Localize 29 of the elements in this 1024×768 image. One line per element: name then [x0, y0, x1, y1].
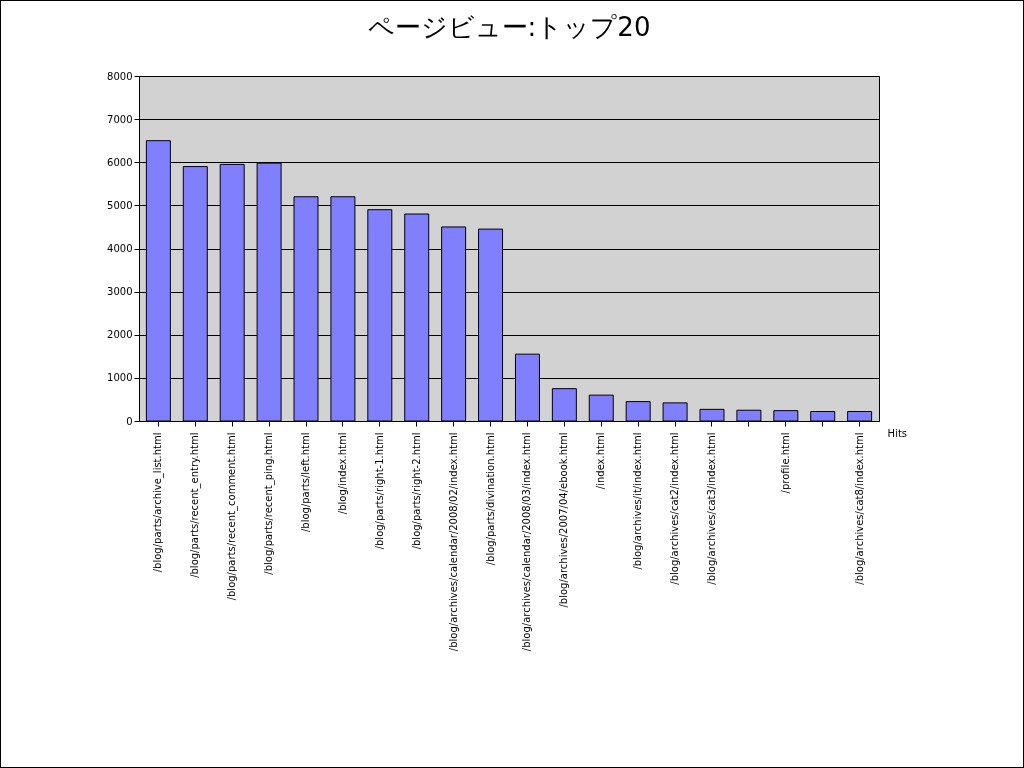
- x-tick-label: /blog/parts/recent_ping.html: [263, 432, 276, 575]
- x-tick-label: /blog/parts/right-1.html: [373, 432, 385, 550]
- y-tick-label: 7000: [107, 113, 133, 125]
- x-tick-label: /blog/parts/recent_comment.html: [226, 432, 239, 601]
- y-tick-label: 5000: [107, 199, 133, 211]
- series-label: Hits: [887, 428, 908, 439]
- x-tick-label: /blog/parts/archive_list.html: [152, 432, 165, 573]
- x-tick-label: /blog/parts/right-2.html: [410, 432, 422, 550]
- x-tick-label: /blog/archives/calendar/2008/02/index.html: [447, 432, 459, 652]
- y-tick-label: 2000: [107, 329, 133, 341]
- x-tick-label: /blog/archives/cat8/index.html: [853, 432, 865, 585]
- y-tick-label: 1000: [107, 372, 133, 384]
- x-tick-label: /blog/parts/recent_entry.html: [189, 432, 202, 578]
- y-tick-label: 4000: [107, 243, 133, 254]
- x-tick-label: /blog/parts/divination.html: [484, 432, 496, 566]
- x-tick-label: /blog/parts/left.html: [300, 432, 312, 533]
- x-tick-label: /blog/archives/2007/04/ebook.html: [558, 432, 570, 608]
- y-tick-label: 8000: [107, 70, 133, 82]
- x-tick-label: /blog/archives/cat2/index.html: [669, 432, 681, 585]
- x-tick-label: /blog/index.html: [336, 432, 348, 515]
- x-tick-label: /profile.html: [779, 432, 791, 494]
- x-tick-label: /index.html: [595, 432, 607, 490]
- x-tick-label: /blog/archives/cat3/index.html: [705, 432, 717, 585]
- y-tick-label: 0: [126, 415, 133, 427]
- x-tick-label: /blog/archives/it/index.html: [632, 432, 644, 570]
- x-tick-label: /blog/archives/calendar/2008/03/index.html: [521, 432, 533, 652]
- y-tick-label: 6000: [107, 156, 133, 168]
- y-tick-label: 3000: [107, 286, 133, 298]
- chart-title: ページビュー:トップ20: [367, 12, 651, 42]
